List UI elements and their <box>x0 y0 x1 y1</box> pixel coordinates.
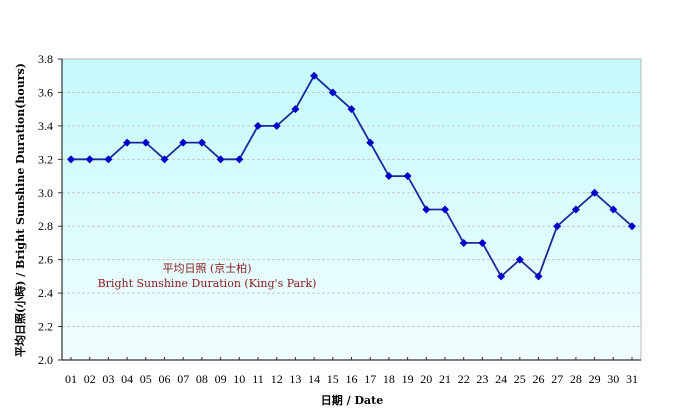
diamond-marker <box>478 238 487 247</box>
x-tick-label: 14 <box>308 372 320 386</box>
gridlines <box>62 91 641 328</box>
diamond-marker <box>366 138 375 147</box>
diamond-marker <box>104 155 113 164</box>
diamond-marker <box>347 105 356 114</box>
diamond-marker <box>609 205 618 214</box>
x-tick-label: 01 <box>65 372 77 386</box>
x-tick-label: 23 <box>476 372 488 386</box>
x-tick-label: 12 <box>271 372 283 386</box>
x-axis-ticks: 01 02 03 04 05 06 07 08 09 10 11 12 13 14 15 16 17 18 19 20… <box>65 357 638 386</box>
annotation-chinese: 平均日照 (京士柏) <box>162 261 251 275</box>
diamond-marker <box>216 155 225 164</box>
y-tick-label: 3.8 <box>38 52 53 66</box>
diamond-marker <box>123 138 132 147</box>
y-tick-label: 3.2 <box>38 152 53 166</box>
x-tick-label: 27 <box>551 372 563 386</box>
y-tick-label: 3.6 <box>38 85 53 99</box>
x-tick-label: 03 <box>102 372 114 386</box>
x-tick-label: 26 <box>533 372 545 386</box>
plot-area <box>61 58 642 361</box>
x-tick-label: 08 <box>196 372 208 386</box>
diamond-marker <box>272 121 281 130</box>
x-tick-label: 20 <box>420 372 432 386</box>
diamond-marker <box>67 155 75 164</box>
diamond-marker <box>235 155 244 164</box>
diamond-marker <box>310 71 319 80</box>
diamond-marker <box>254 121 262 130</box>
y-tick-label: 2.0 <box>38 353 53 367</box>
diamond-marker <box>497 272 506 281</box>
x-tick-label: 11 <box>252 372 264 386</box>
x-tick-label: 09 <box>215 372 227 386</box>
diamond-marker <box>590 188 599 197</box>
diamond-marker <box>179 138 188 147</box>
x-tick-label: 24 <box>495 372 507 386</box>
diamond-marker <box>197 138 206 147</box>
y-axis-ticks: 2.0 2.2 2.4 2.6 2.8 3.0 3.2 3.4 3.6 3.8 <box>38 52 62 367</box>
diamond-marker <box>403 172 412 181</box>
y-tick-label: 2.2 <box>38 320 53 334</box>
diamond-marker <box>291 105 300 114</box>
x-tick-label: 31 <box>626 372 638 386</box>
annotation-english: Bright Sunshine Duration (King's Park) <box>98 277 317 290</box>
x-tick-label: 06 <box>159 372 171 386</box>
y-tick-label: 2.8 <box>38 219 53 233</box>
x-tick-label: 22 <box>458 372 470 386</box>
x-tick-label: 21 <box>439 372 451 386</box>
diamond-marker <box>441 205 449 214</box>
diamond-marker <box>160 155 169 164</box>
x-tick-label: 30 <box>607 372 619 386</box>
x-tick-label: 02 <box>84 372 96 386</box>
diamond-marker <box>534 272 543 281</box>
y-tick-label: 3.4 <box>38 119 53 133</box>
x-tick-label: 29 <box>589 372 601 386</box>
x-tick-label: 10 <box>233 372 245 386</box>
y-tick-label: 2.4 <box>38 286 53 300</box>
diamond-marker <box>628 222 636 231</box>
diamond-marker <box>515 255 524 264</box>
y-tick-label: 2.6 <box>38 253 53 267</box>
diamond-marker <box>85 155 94 164</box>
diamond-marker <box>384 172 393 181</box>
diamond-marker <box>571 205 580 214</box>
y-tick-label: 3.0 <box>38 186 53 200</box>
x-tick-label: 16 <box>346 372 358 386</box>
x-tick-label: 17 <box>364 372 376 386</box>
x-tick-label: 28 <box>570 372 582 386</box>
x-tick-label: 07 <box>177 372 189 386</box>
diamond-marker <box>141 138 150 147</box>
diamond-marker <box>553 222 562 231</box>
x-tick-label: 15 <box>327 372 339 386</box>
x-tick-label: 13 <box>289 372 301 386</box>
diamond-marker <box>328 88 337 97</box>
x-tick-label: 04 <box>121 372 133 386</box>
y-axis-title: 平均日照(小時) / Bright Sunshine Duration(hour… <box>13 63 27 357</box>
series-markers <box>67 71 636 281</box>
x-tick-label: 18 <box>383 372 395 386</box>
diamond-marker <box>459 238 468 247</box>
x-tick-label: 05 <box>140 372 152 386</box>
x-tick-label: 25 <box>514 372 526 386</box>
diamond-marker <box>422 205 431 214</box>
x-tick-label: 19 <box>402 372 414 386</box>
x-axis-title: 日期 / Date <box>321 393 383 407</box>
